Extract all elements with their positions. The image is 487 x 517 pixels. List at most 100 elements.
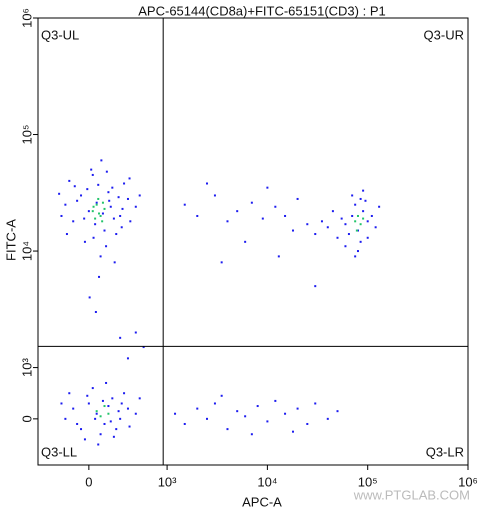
data-point xyxy=(101,399,104,402)
data-point xyxy=(109,420,112,423)
data-point xyxy=(306,422,309,425)
data-point xyxy=(83,217,86,220)
data-point xyxy=(196,407,199,410)
data-point xyxy=(250,201,253,204)
data-point xyxy=(108,199,111,202)
y-tick-label: 0 xyxy=(19,415,34,422)
data-point xyxy=(206,417,209,420)
data-point xyxy=(291,229,294,232)
data-point xyxy=(296,197,299,200)
data-point xyxy=(120,226,123,229)
data-point xyxy=(72,407,75,410)
data-point xyxy=(107,412,110,415)
data-point xyxy=(354,203,357,206)
data-point xyxy=(103,229,106,232)
data-point xyxy=(134,331,137,334)
data-point xyxy=(91,387,94,390)
x-tick-label: 10⁴ xyxy=(257,474,277,489)
data-point xyxy=(87,402,90,405)
data-point xyxy=(256,405,259,408)
data-point xyxy=(314,402,317,405)
data-point xyxy=(99,433,102,436)
data-point xyxy=(109,205,112,208)
data-point xyxy=(226,428,229,431)
data-point xyxy=(99,255,102,258)
data-point xyxy=(95,203,98,206)
x-tick-label: 10⁵ xyxy=(358,474,378,489)
data-point xyxy=(60,402,63,405)
data-point xyxy=(128,177,131,180)
data-point xyxy=(101,220,104,223)
data-point xyxy=(196,214,199,217)
data-point xyxy=(356,229,359,232)
data-point xyxy=(274,399,277,402)
quadrant-label: Q3-UL xyxy=(41,27,79,42)
data-point xyxy=(284,214,287,217)
data-point xyxy=(206,182,209,185)
data-point xyxy=(94,223,97,226)
data-point xyxy=(105,381,108,384)
data-point xyxy=(107,405,110,408)
data-point xyxy=(351,214,354,217)
data-point xyxy=(103,207,106,210)
data-point xyxy=(364,199,367,202)
data-point xyxy=(296,407,299,410)
data-point xyxy=(347,233,350,236)
data-point xyxy=(80,194,83,197)
data-point xyxy=(76,422,79,425)
data-point xyxy=(362,217,365,220)
data-point xyxy=(92,236,95,239)
data-point xyxy=(359,197,362,200)
data-point xyxy=(220,394,223,397)
data-point xyxy=(94,217,97,220)
data-point xyxy=(277,255,280,258)
watermark: www.PTGLAB.COM xyxy=(353,487,470,502)
data-point xyxy=(100,159,103,162)
data-point xyxy=(123,182,126,185)
plot-frame xyxy=(37,17,469,466)
data-point xyxy=(226,220,229,223)
data-point xyxy=(320,220,323,223)
data-point xyxy=(314,233,317,236)
data-point xyxy=(94,310,97,313)
data-point xyxy=(119,214,122,217)
data-point xyxy=(87,210,90,213)
data-point xyxy=(98,275,101,278)
data-point xyxy=(306,223,309,226)
data-point xyxy=(99,214,102,217)
data-point xyxy=(105,245,108,248)
data-point xyxy=(314,285,317,288)
data-point xyxy=(80,428,83,431)
data-point xyxy=(95,201,98,204)
data-point xyxy=(112,217,115,220)
data-point xyxy=(128,425,131,428)
x-axis-label: APC-A xyxy=(242,494,282,509)
data-point xyxy=(94,417,97,420)
data-point xyxy=(120,402,123,405)
data-point xyxy=(134,412,137,415)
data-point xyxy=(336,236,339,239)
data-point xyxy=(356,250,359,253)
data-point xyxy=(113,261,116,264)
data-point xyxy=(142,346,145,349)
data-point xyxy=(123,392,126,395)
data-point xyxy=(105,170,108,173)
data-point xyxy=(111,186,114,189)
data-point xyxy=(111,397,114,400)
data-point xyxy=(129,220,132,223)
data-point xyxy=(60,214,63,217)
data-point xyxy=(126,197,129,200)
data-point xyxy=(91,173,94,176)
y-tick-label: 10³ xyxy=(19,358,34,377)
x-tick-label: 10³ xyxy=(158,474,177,489)
data-point xyxy=(112,435,115,438)
data-point xyxy=(284,412,287,415)
data-point xyxy=(86,394,89,397)
data-point xyxy=(354,220,357,223)
data-point xyxy=(65,233,68,236)
data-point xyxy=(326,417,329,420)
chart-title: APC-65144(CD8a)+FITC-65151(CD3) : P1 xyxy=(138,3,385,18)
data-point xyxy=(291,430,294,433)
data-point xyxy=(68,392,71,395)
